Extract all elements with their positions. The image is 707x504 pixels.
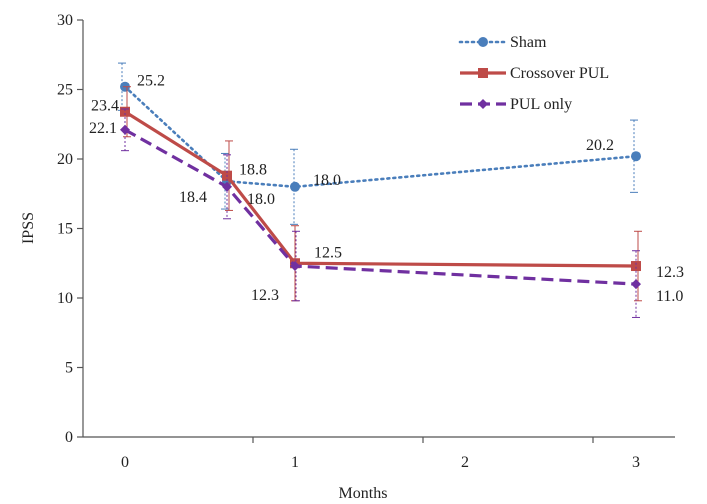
legend-label: PUL only — [510, 96, 572, 113]
data-point-marker — [631, 261, 641, 272]
y-tick-label: 10 — [57, 290, 73, 307]
y-tick-label: 20 — [57, 151, 73, 168]
data-point-marker — [290, 181, 300, 192]
series-layer: 25.2 18.4 18.0 20.2 23.4 18.8 12.5 12.3 22.1 18.0… — [89, 62, 684, 318]
data-point-marker — [120, 106, 130, 117]
data-point-marker — [222, 181, 232, 192]
series-crossover-pul: 23.4 18.8 12.5 12.3 — [91, 86, 684, 302]
data-point-marker — [631, 151, 641, 162]
legend-item: Sham — [458, 34, 547, 51]
series-pul-only: 22.1 18.0 12.3 11.0 — [89, 108, 683, 318]
legend-marker — [478, 37, 488, 47]
y-tick-label: 15 — [57, 221, 73, 238]
legend-label: Sham — [510, 34, 547, 51]
y-axis-ticks: 0 5 10 15 20 25 30 — [57, 12, 83, 446]
x-tick-label: 0 — [121, 454, 129, 471]
legend-item: Crossover PUL — [460, 65, 609, 82]
data-label: 18.0 — [247, 191, 275, 208]
y-tick-label: 30 — [57, 12, 73, 29]
data-point-marker — [290, 261, 300, 272]
error-bar — [292, 230, 300, 302]
axes — [82, 20, 675, 438]
y-axis-label: IPSS — [20, 212, 37, 244]
data-label: 12.5 — [314, 244, 342, 261]
error-bar — [221, 152, 229, 210]
legend-label: Crossover PUL — [510, 65, 609, 82]
x-tick-label: 3 — [632, 454, 640, 471]
data-point-marker — [120, 124, 130, 135]
data-label: 22.1 — [89, 120, 117, 137]
data-label: 23.4 — [91, 98, 119, 115]
legend-marker — [478, 99, 488, 109]
series-sham: 25.2 18.4 18.0 20.2 — [118, 62, 641, 225]
x-tick-label: 1 — [291, 454, 299, 471]
series-line — [124, 110, 637, 268]
data-label: 18.0 — [313, 172, 341, 189]
legend: Sham Crossover PUL PUL only — [458, 34, 609, 113]
y-tick-label: 5 — [65, 360, 73, 377]
data-label: 12.3 — [656, 264, 684, 281]
data-label: 25.2 — [137, 73, 165, 90]
legend-marker — [478, 68, 488, 78]
data-label: 18.4 — [179, 189, 207, 206]
error-bar — [223, 154, 231, 220]
legend-item: PUL only — [460, 96, 572, 113]
x-axis-ticks: 0 1 2 3 — [121, 437, 640, 471]
x-tick-label: 2 — [461, 454, 469, 471]
data-label: 12.3 — [251, 287, 279, 304]
data-label: 20.2 — [586, 137, 614, 154]
data-label: 18.8 — [239, 162, 267, 179]
y-tick-label: 0 — [65, 429, 73, 446]
data-label: 11.0 — [656, 288, 683, 305]
series-line — [123, 85, 638, 189]
y-tick-label: 25 — [57, 82, 73, 99]
x-axis-label: Months — [339, 485, 388, 502]
series-line — [124, 128, 637, 286]
data-point-marker — [631, 279, 641, 290]
